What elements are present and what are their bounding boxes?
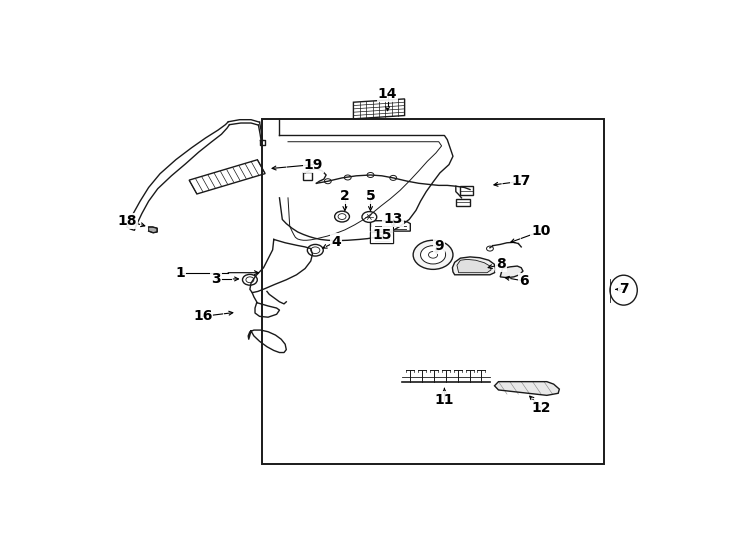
Text: 3: 3 — [211, 272, 221, 286]
Circle shape — [242, 274, 258, 285]
Polygon shape — [371, 221, 410, 231]
Text: 11: 11 — [435, 393, 454, 407]
Polygon shape — [452, 257, 495, 275]
Ellipse shape — [610, 275, 637, 305]
Polygon shape — [500, 266, 523, 278]
Circle shape — [308, 245, 323, 256]
Bar — [460, 186, 473, 194]
Bar — [303, 172, 312, 180]
Polygon shape — [495, 382, 559, 395]
Text: 19: 19 — [304, 158, 323, 172]
Text: 7: 7 — [619, 282, 628, 296]
Text: 12: 12 — [531, 401, 551, 415]
Polygon shape — [148, 227, 157, 233]
Text: 10: 10 — [531, 224, 550, 238]
Bar — [456, 199, 470, 206]
Circle shape — [413, 240, 453, 269]
Text: 18: 18 — [117, 214, 137, 228]
Text: 4: 4 — [332, 234, 341, 248]
Circle shape — [335, 211, 349, 222]
Polygon shape — [457, 259, 491, 273]
Text: 9: 9 — [434, 239, 443, 253]
Polygon shape — [354, 99, 404, 119]
Bar — [371, 232, 393, 243]
Circle shape — [362, 212, 377, 222]
Text: 6: 6 — [519, 274, 529, 288]
Circle shape — [487, 246, 493, 251]
Text: 2: 2 — [340, 189, 350, 203]
Text: 16: 16 — [193, 309, 212, 323]
Text: 1: 1 — [175, 266, 185, 280]
Polygon shape — [189, 160, 265, 194]
Text: 8: 8 — [496, 258, 506, 272]
Circle shape — [421, 246, 446, 264]
Text: 17: 17 — [512, 174, 531, 188]
Bar — [262, 119, 603, 464]
Text: 15: 15 — [372, 228, 392, 242]
Text: 14: 14 — [378, 87, 397, 101]
Text: 13: 13 — [384, 212, 403, 226]
Text: 5: 5 — [366, 189, 375, 203]
